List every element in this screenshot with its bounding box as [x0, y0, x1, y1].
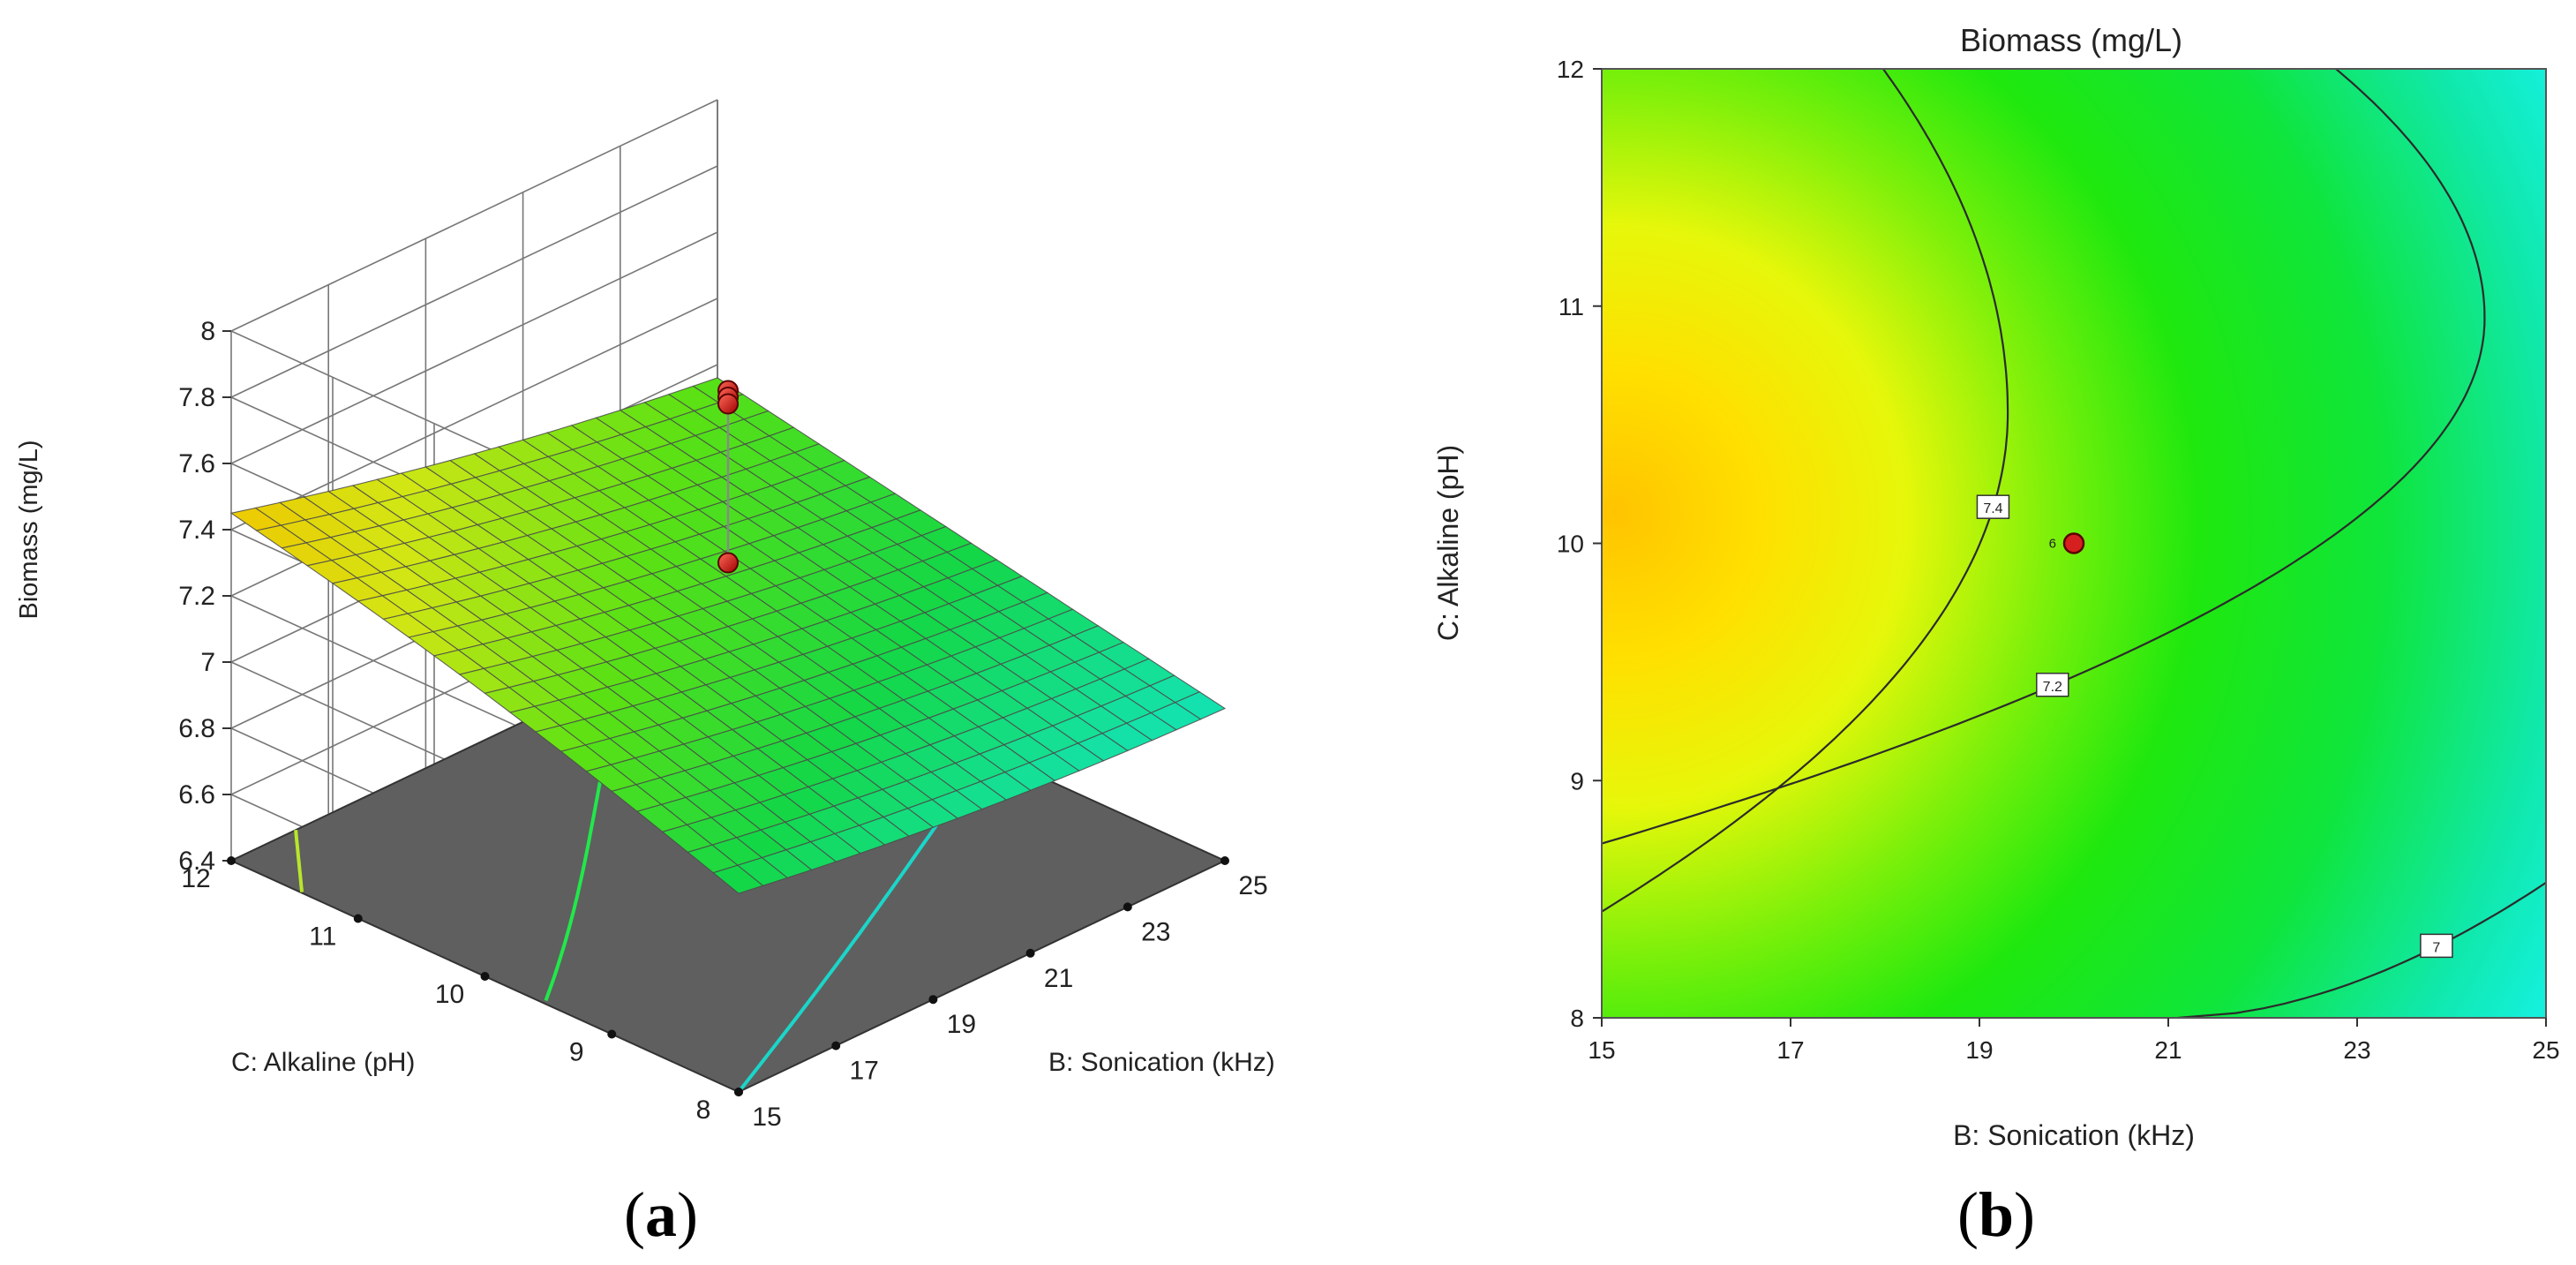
contour-plot-panel: Biomass (mg/L) 7.47.27 6 15 17 19 21 23 25891…: [1432, 22, 2560, 1151]
x-tick-label: 25: [2532, 1036, 2559, 1064]
contour-y-axis-title: C: Alkaline (pH): [1432, 445, 1464, 641]
surface-plot-panel: 6.4 6.6 6.8 7 7.2 7.4 7.6 7.8 8 8 9 10 11 12 15 17 19 21 2…: [15, 99, 1275, 1132]
contour-title: Biomass (mg/L): [1960, 22, 2182, 58]
x-tick-label: 23: [1141, 917, 1170, 946]
z-tick-label: 8: [200, 317, 215, 346]
contour-label-7.2: 7.2: [2043, 680, 2062, 695]
wall-grid-line: [230, 297, 718, 531]
z-tick-label: 6.8: [178, 714, 215, 743]
x-axis-title: B: Sonication (kHz): [1048, 1048, 1275, 1077]
x-tick-dot: [928, 995, 938, 1005]
design-point-marker: [717, 552, 739, 574]
wall-grid-line: [230, 231, 718, 464]
x-tick-dot: [734, 1088, 743, 1096]
panel-label-b: (b): [1957, 1179, 2036, 1250]
design-points: [717, 380, 739, 574]
contour-label-box: [2420, 933, 2453, 959]
wall-grid-line: [230, 165, 718, 398]
contour-labels: 7.4 7.2 7: [1976, 494, 2453, 959]
z-axis-title: Biomass (mg/L): [15, 440, 43, 619]
x-tick-label: 21: [1044, 964, 1073, 993]
panel-label-a: (a): [624, 1179, 698, 1250]
y-tick-label: 11: [1558, 293, 1584, 320]
y-tick-label: 8: [1570, 1005, 1584, 1032]
x-tick-label: 17: [1776, 1036, 1804, 1064]
y-tick-label: 8: [696, 1096, 711, 1125]
contour-label-box: [1976, 494, 2010, 519]
x-tick-label: 25: [1238, 871, 1267, 900]
y-tick-label: 9: [1570, 767, 1584, 794]
z-tick-label: 7.6: [178, 449, 215, 478]
z-tick-label: 6.4: [178, 847, 215, 876]
x-tick-dot: [1220, 856, 1229, 865]
x-tick-dot: [831, 1041, 841, 1050]
y-tick-label: 10: [1557, 531, 1584, 558]
z-tick-label: 7.8: [178, 383, 215, 412]
y-tick-dot: [480, 972, 490, 981]
x-tick-label: 23: [2343, 1036, 2370, 1064]
x-tick-dot: [1025, 948, 1035, 958]
y-tick-label: 11: [309, 922, 336, 952]
center-design-point: 6: [2049, 532, 2085, 554]
x-tick-dot: [1123, 902, 1132, 912]
y-axis-title: C: Alkaline (pH): [231, 1048, 415, 1077]
design-point: [2062, 532, 2085, 554]
y-tick-label: 12: [1557, 56, 1584, 83]
axis-ticks: 6.4 6.6 6.8 7 7.2 7.4 7.6 7.8 8 8 9 10 11 12 15 17 19 21 2…: [178, 317, 1267, 1132]
z-tick-label: 7.4: [178, 516, 215, 545]
floor-contour-7.4: [294, 830, 304, 892]
z-tick-label: 6.6: [178, 780, 215, 809]
surface-cell: [712, 864, 764, 894]
contour-label-7: 7: [2432, 940, 2440, 955]
z-tick-label: 7.2: [178, 582, 215, 611]
y-tick-dot: [607, 1029, 617, 1039]
y-tick-label: 12: [181, 864, 210, 893]
x-tick-label: 15: [752, 1103, 781, 1132]
z-tick-label: 7: [200, 648, 215, 677]
contour-axis-ticks: 15 17 19 21 23 25 8 9 10 11 12: [1557, 56, 2560, 1064]
design-point-marker: [717, 393, 739, 415]
contour-label-7.4: 7.4: [1983, 501, 2002, 516]
y-tick-dot: [227, 856, 236, 865]
x-tick-label: 15: [1588, 1036, 1615, 1064]
x-tick-label: 19: [1965, 1036, 1993, 1064]
y-tick-dot: [353, 914, 363, 923]
contour-line-7: [2177, 881, 2546, 1018]
x-tick-label: 21: [2154, 1036, 2182, 1064]
x-tick-label: 19: [947, 1010, 976, 1039]
wall-grid-line: [230, 99, 718, 332]
response-surface: [229, 377, 1227, 894]
x-tick-label: 17: [850, 1057, 879, 1086]
y-tick-label: 10: [435, 980, 464, 1009]
design-point-label: 6: [2049, 537, 2056, 552]
contour-line-7.2: [1602, 69, 2486, 845]
contour-label-box: [2036, 673, 2069, 697]
y-tick-label: 9: [569, 1038, 584, 1067]
contour-x-axis-title: B: Sonication (kHz): [1953, 1119, 2195, 1151]
